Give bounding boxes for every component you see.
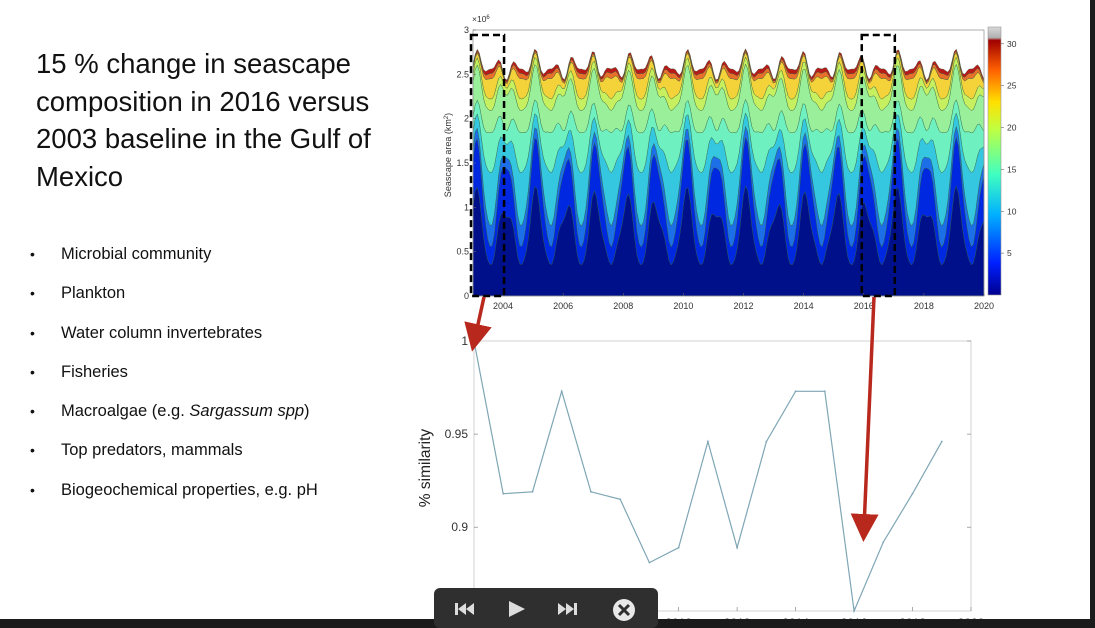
skip-forward-icon[interactable] [554, 598, 582, 622]
bullet-list: • Microbial community • Plankton • Water co… [30, 243, 318, 518]
highlight-box-2003 [469, 33, 506, 298]
y-tick-label: 3 [464, 25, 469, 35]
x-tick-label: 2006 [553, 301, 573, 311]
data-point [473, 340, 475, 342]
bullet-text: Fisheries [61, 362, 128, 381]
y-tick-label: 0.5 [456, 247, 469, 257]
x-tick-label: 2016 [841, 616, 868, 619]
x-tick-label: 2014 [794, 301, 814, 311]
x-tick-label: 2020 [974, 301, 994, 311]
y-tick-label: 0 [464, 291, 469, 301]
skip-back-icon[interactable] [452, 598, 480, 622]
bullet-item: • Biogeochemical properties, e.g. pH [30, 480, 318, 499]
colorbar-tick-label: 5 [1007, 248, 1012, 258]
data-point [619, 498, 622, 501]
bullet-text: Macroalgae (e.g. Sargassum spp) [61, 402, 310, 421]
bullet-text: Plankton [61, 284, 126, 303]
highlight-box-2016 [860, 33, 897, 298]
data-point [531, 490, 534, 493]
data-point [706, 440, 709, 443]
data-point [823, 390, 826, 393]
close-icon[interactable] [610, 598, 638, 622]
colorbar-tick-label: 10 [1007, 206, 1017, 216]
y-tick-label: 1 [464, 202, 469, 212]
x-tick-label: 2010 [665, 616, 692, 619]
data-point [648, 561, 651, 564]
bullet-item: • Macroalgae (e.g. Sargassum spp) [30, 402, 310, 421]
seascape-area-chart: 00.511.522.53 2004 2006 2008 2010 2012 2014 20… [443, 14, 1017, 311]
bullet-item: • Fisheries [30, 362, 128, 381]
x-tick-label: 2020 [958, 616, 985, 619]
colorbar-tick-label: 20 [1007, 123, 1017, 133]
data-point [677, 546, 680, 549]
x-tick-label: 2016 [854, 301, 874, 311]
similarity-line-chart: 0.9 0.95 1 2010 2012 2014 2016 2018 2020 % simi… [417, 334, 985, 619]
y-axis-label: % similarity [417, 429, 434, 508]
data-point [502, 492, 505, 495]
bullet-text: Water column invertebrates [61, 323, 263, 342]
data-point [853, 610, 855, 612]
colorbar-tick-label: 15 [1007, 164, 1017, 174]
y-tick-label: 2.5 [456, 69, 469, 79]
x-tick-label: 2004 [493, 301, 513, 311]
bullet-text: Biogeochemical properties, e.g. pH [61, 480, 318, 499]
media-player-bar[interactable] [434, 588, 658, 628]
bullet-item: • Plankton [30, 284, 126, 303]
data-point [560, 390, 563, 393]
data-point [794, 390, 797, 393]
data-point [911, 492, 914, 495]
bullet-text: Top predators, mammals [61, 441, 243, 460]
play-icon[interactable] [504, 598, 532, 622]
y-tick-label: 1 [461, 334, 468, 348]
x-tick-label: 2012 [734, 301, 754, 311]
series-line [473, 340, 943, 614]
colorbar-tick-label: 30 [1007, 39, 1017, 49]
stacked-area-layers [472, 48, 985, 297]
x-tick-label: 2018 [899, 616, 926, 619]
colorbar-tick-label: 25 [1007, 81, 1017, 91]
colorbar [987, 26, 1002, 296]
y-tick-label: 2 [464, 114, 469, 124]
plot-frame [473, 340, 972, 612]
y-axis-label: Seascape area (km2) [443, 113, 453, 197]
bullet-text: Microbial community [61, 245, 212, 263]
bullet-item: • Top predators, mammals [30, 441, 243, 460]
y-axis-exponent: ×106 [472, 14, 490, 24]
x-tick-label: 2010 [673, 301, 693, 311]
y-tick-label: 0.9 [451, 520, 468, 534]
x-tick-label: 2008 [613, 301, 633, 311]
data-point [736, 546, 739, 549]
bullet-item: • Microbial community [30, 245, 212, 263]
data-point [940, 440, 943, 443]
slide-title: 15 % change in seascape composition in 2… [36, 48, 371, 192]
y-tick-label: 0.95 [445, 427, 469, 441]
x-tick-label: 2018 [914, 301, 934, 311]
data-point [590, 490, 592, 493]
x-tick-label: 2014 [782, 616, 809, 619]
data-point [765, 440, 768, 443]
bullet-item: • Water column invertebrates [30, 323, 263, 342]
data-point [882, 541, 885, 544]
y-tick-label: 1.5 [456, 158, 469, 168]
x-tick-label: 2012 [724, 616, 751, 619]
